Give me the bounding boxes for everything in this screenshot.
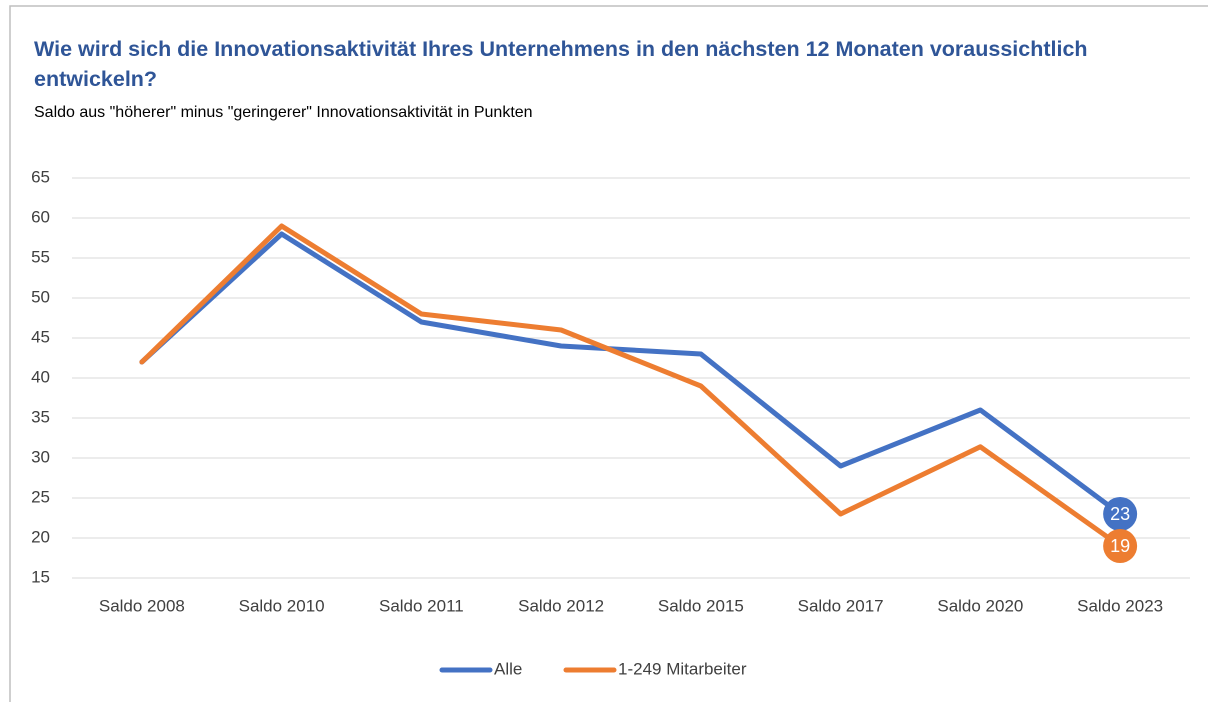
data-label: 19	[1110, 536, 1130, 556]
x-tick-label: Saldo 2010	[239, 596, 325, 615]
series-line	[139, 231, 1123, 517]
data-label-badge	[1103, 529, 1138, 563]
chart-subtitle: Saldo aus "höherer" minus "geringerer" I…	[34, 104, 533, 121]
x-tick-label: Saldo 2017	[798, 596, 884, 615]
y-tick-label: 30	[31, 447, 50, 466]
x-tick-label: Saldo 2023	[1077, 596, 1163, 615]
y-tick-label: 45	[31, 327, 50, 346]
x-tick-label: Saldo 2015	[658, 596, 744, 615]
x-tick-label: Saldo 2011	[379, 596, 464, 615]
x-tick-label: Saldo 2008	[99, 596, 185, 615]
y-tick-label: 25	[31, 487, 50, 506]
data-label: 23	[1110, 504, 1130, 524]
y-tick-label: 55	[31, 247, 50, 266]
legend-label: 1-249 Mitarbeiter	[618, 659, 747, 678]
y-tick-label: 65	[31, 167, 50, 186]
y-tick-label: 15	[31, 567, 50, 586]
x-tick-label: Saldo 2012	[518, 596, 604, 615]
data-label-badge	[1103, 497, 1138, 531]
y-tick-label: 50	[31, 287, 50, 306]
frame	[9, 5, 1208, 702]
x-tick-label: Saldo 2020	[937, 596, 1023, 615]
y-tick-label: 20	[31, 527, 50, 546]
y-tick-label: 35	[31, 407, 50, 426]
chart-title: Wie wird sich die Innovationsaktivität I…	[34, 37, 1088, 91]
y-tick-label: 60	[31, 207, 50, 226]
series-line	[139, 223, 1123, 549]
legend-label: Alle	[494, 659, 522, 678]
y-tick-label: 40	[31, 367, 50, 386]
